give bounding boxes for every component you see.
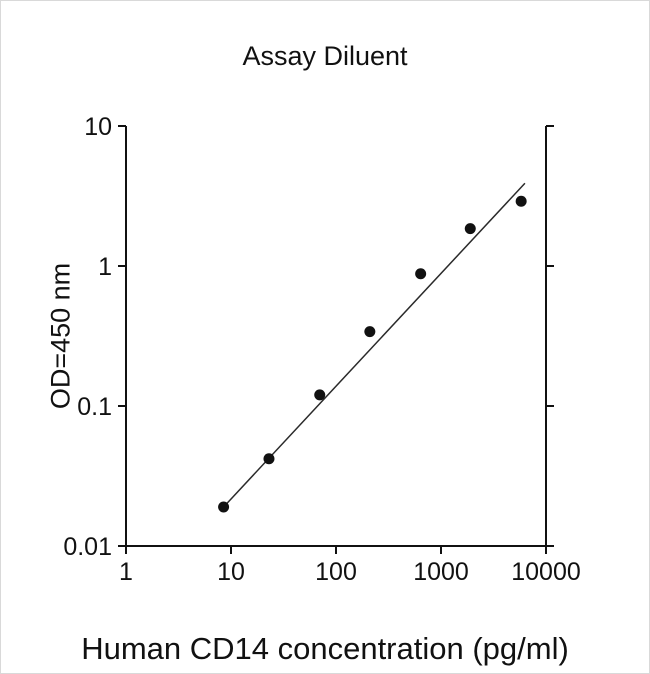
data-point [218,501,230,513]
x-tick-label: 10 [217,558,245,586]
data-point [464,223,476,235]
x-tick-label: 1 [119,558,133,586]
y-tick-label: 10 [84,113,112,141]
data-point [263,453,275,465]
data-point [415,268,427,280]
x-tick-label: 1000 [413,558,469,586]
x-tick-label: 10000 [511,558,581,586]
data-point [314,389,326,401]
chart-title: Assay Diluent [242,41,408,71]
data-point [515,195,527,207]
trendline [223,182,526,508]
x-axis-title: Human CD14 concentration (pg/ml) [81,631,569,666]
y-tick-label: 0.01 [63,533,112,561]
y-tick-label: 1 [98,253,112,281]
data-point [364,326,376,338]
y-tick-label: 0.1 [77,393,112,421]
x-tick-label: 100 [315,558,357,586]
